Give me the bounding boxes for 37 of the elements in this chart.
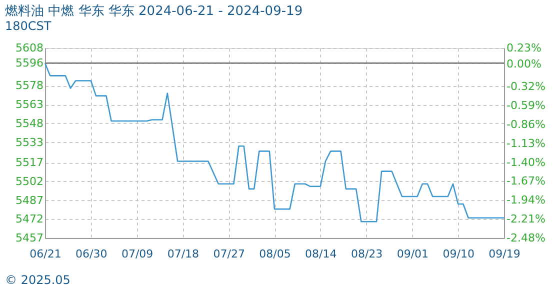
y2-tick-label: -0.59% xyxy=(506,98,546,112)
x-tick-label: 06/30 xyxy=(76,248,108,260)
y2-tick-label: -2.48% xyxy=(506,232,546,244)
x-tick-label: 09/10 xyxy=(442,248,474,260)
x-tick-label: 08/14 xyxy=(305,248,337,260)
x-tick-label: 07/18 xyxy=(167,248,200,260)
text: © 2025.05 xyxy=(5,273,70,287)
line-series xyxy=(44,62,505,222)
x-tick-label: 09/19 xyxy=(488,248,520,260)
y2-tick-label: 0.23% xyxy=(506,42,542,54)
x-tick-label: 06/21 xyxy=(30,248,62,260)
y2-tick-label: -1.67% xyxy=(506,174,546,188)
chart-subtitle: 180CST xyxy=(5,19,52,33)
y-tick-label: 5533 xyxy=(16,136,44,149)
x-tick-label: 09/01 xyxy=(396,248,429,260)
y-tick-label: 5487 xyxy=(16,194,44,207)
y2-tick-label: -1.13% xyxy=(506,136,546,150)
x-tick-label: 08/05 xyxy=(259,248,291,260)
y-tick-label: 5596 xyxy=(16,56,44,70)
y-tick-label: 5517 xyxy=(16,156,44,170)
y2-tick-label: 0.00% xyxy=(506,58,542,71)
y-tick-label: 5548 xyxy=(16,116,44,130)
y2-tick-label: -0.86% xyxy=(506,118,546,131)
y2-tick-label: -1.40% xyxy=(506,156,546,169)
y-tick-label: 5457 xyxy=(16,232,44,244)
y2-tick-label: -0.32% xyxy=(506,80,546,94)
x-tick-label: 07/27 xyxy=(213,248,245,260)
x-tick-label: 07/09 xyxy=(121,248,154,260)
y-tick-label: 5578 xyxy=(16,79,44,92)
y-tick-label: 5472 xyxy=(16,212,44,226)
y-tick-label: 5502 xyxy=(16,174,44,188)
y2-tick-label: -2.21% xyxy=(506,212,546,226)
y-tick-label: 5608 xyxy=(16,42,44,54)
y2-tick-label: -1.94% xyxy=(506,194,546,207)
x-tick-label: 08/23 xyxy=(350,248,383,260)
y-tick-label: 5563 xyxy=(16,98,44,112)
chart-title: 燃料油 中燃 华东 华东 2024-06-21 - 2024-09-19 xyxy=(5,4,303,19)
